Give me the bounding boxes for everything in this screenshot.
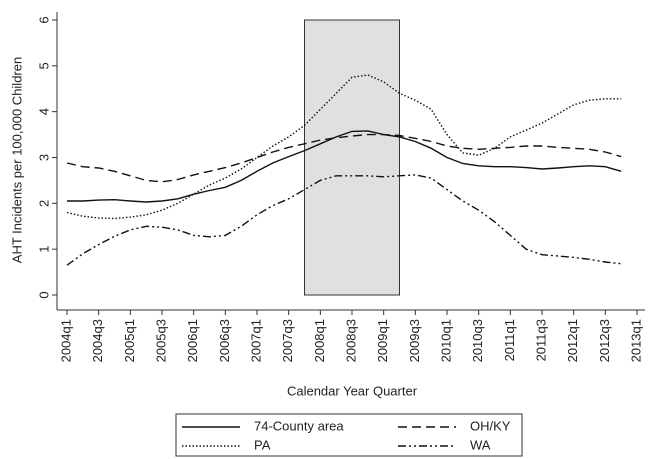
legend-label: 74-County area bbox=[254, 418, 344, 433]
legend-label: WA bbox=[470, 437, 491, 452]
x-tick-label: 2008q1 bbox=[312, 319, 327, 362]
x-tick-label: 2010q1 bbox=[438, 319, 453, 362]
y-tick-label: 2 bbox=[36, 200, 51, 207]
x-tick-label: 2007q3 bbox=[280, 319, 295, 362]
x-axis-label: Calendar Year Quarter bbox=[287, 383, 418, 398]
y-tick-label: 1 bbox=[36, 246, 51, 253]
x-tick-label: 2004q1 bbox=[58, 319, 73, 362]
x-tick-label: 2013q1 bbox=[628, 319, 643, 362]
x-tick-label: 2008q3 bbox=[343, 319, 358, 362]
x-tick-label: 2005q3 bbox=[153, 319, 168, 362]
y-tick-label: 5 bbox=[36, 62, 51, 69]
x-tick-label: 2007q1 bbox=[248, 319, 263, 362]
x-tick-label: 2009q1 bbox=[375, 319, 390, 362]
x-tick-label: 2012q1 bbox=[565, 319, 580, 362]
legend-box bbox=[175, 413, 523, 457]
x-tick-label: 2009q3 bbox=[407, 319, 422, 362]
y-tick-label: 6 bbox=[36, 16, 51, 23]
x-tick-label: 2006q1 bbox=[185, 319, 200, 362]
x-tick-label: 2011q3 bbox=[533, 319, 548, 361]
line-series bbox=[66, 133, 622, 183]
x-tick-label: 2006q3 bbox=[217, 319, 232, 362]
line-series bbox=[67, 130, 622, 203]
y-tick-label: 0 bbox=[36, 291, 51, 298]
shaded-region bbox=[304, 19, 400, 296]
legend-label: OH/KY bbox=[470, 418, 511, 433]
x-tick-label: 2010q3 bbox=[470, 319, 485, 362]
x-tick-label: 2011q1 bbox=[502, 319, 517, 361]
x-tick-label: 2012q3 bbox=[597, 319, 612, 362]
x-tick-label: 2004q3 bbox=[90, 319, 105, 362]
y-tick-label: 4 bbox=[36, 108, 51, 115]
y-tick-label: 3 bbox=[36, 154, 51, 161]
line-series bbox=[66, 74, 622, 220]
x-tick-label: 2005q1 bbox=[122, 319, 137, 362]
legend-label: PA bbox=[254, 437, 271, 452]
y-axis-label: AHT Incidents per 100,000 Children bbox=[9, 57, 24, 263]
